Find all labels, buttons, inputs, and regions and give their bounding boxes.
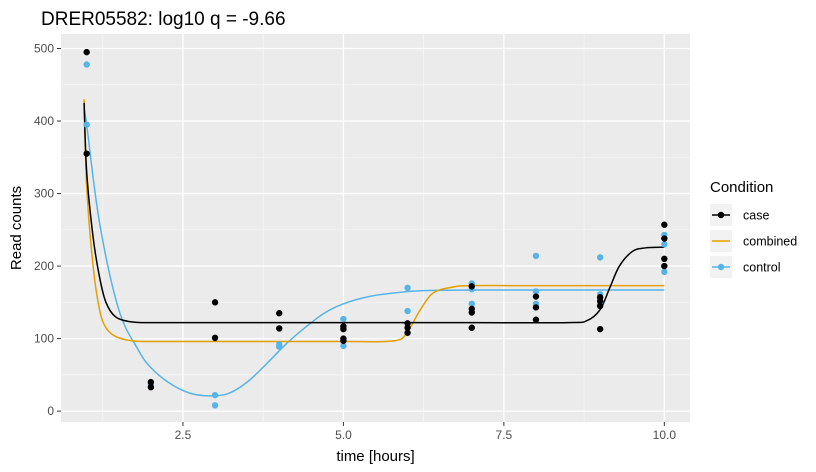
y-tick-label: 400 [34, 114, 54, 128]
point-case [276, 325, 283, 332]
point-control [276, 343, 283, 350]
x-tick-label: 7.5 [496, 428, 513, 442]
point-control [661, 268, 668, 276]
y-tick-label: 0 [47, 404, 54, 418]
point-control [211, 391, 219, 399]
point-control [340, 315, 347, 323]
point-case [83, 150, 90, 157]
y-tick-label: 300 [34, 187, 54, 201]
x-axis-title: time [hours] [336, 448, 414, 465]
y-tick-label: 500 [34, 42, 54, 56]
point-control [404, 307, 411, 315]
point-case [596, 302, 604, 310]
point-case [211, 299, 219, 306]
point-control [661, 241, 668, 248]
x-tick-label: 2.5 [175, 428, 192, 442]
curve-case [83, 102, 665, 324]
y-axis: 0 100 200 300 400 500 [34, 42, 61, 418]
x-tick-label: 10.0 [653, 428, 677, 442]
x-axis: 2.5 5.0 7.5 10.0 [175, 422, 677, 442]
x-tick-label: 5.0 [335, 428, 352, 442]
point-control [596, 254, 604, 261]
legend: Condition case combined control [710, 179, 797, 278]
point-control [468, 300, 475, 307]
legend-entries: case combined control [710, 204, 797, 278]
y-axis-title: Read counts [8, 186, 25, 270]
legend-key-point-control [717, 263, 725, 271]
point-control [404, 284, 411, 292]
point-case [661, 221, 668, 228]
grid-major [61, 34, 690, 422]
point-case [147, 383, 155, 391]
point-case [532, 316, 540, 323]
curve-control [83, 109, 665, 397]
point-case [468, 309, 475, 316]
legend-key-point-case [717, 211, 725, 219]
point-case [83, 48, 90, 56]
legend-label-combined: combined [743, 235, 797, 249]
legend-label-case: case [743, 209, 769, 223]
point-case [147, 378, 155, 386]
legend-title: Condition [710, 179, 773, 196]
data-points [83, 48, 668, 409]
y-tick-label: 100 [34, 332, 54, 346]
point-case [596, 297, 604, 305]
point-case [404, 324, 411, 331]
point-case [596, 325, 604, 333]
point-case [340, 325, 347, 333]
point-control [83, 61, 90, 68]
point-case [661, 255, 668, 263]
point-case [661, 235, 668, 242]
chart-title: DRER05582: log10 q = -9.66 [41, 9, 286, 30]
point-control [532, 252, 540, 260]
point-case [340, 337, 347, 344]
point-case [276, 310, 283, 317]
legend-label-control: control [743, 261, 781, 275]
point-control [211, 402, 219, 409]
point-case [532, 293, 540, 300]
point-control [532, 288, 540, 295]
point-control [83, 121, 90, 128]
point-case [404, 329, 411, 336]
y-tick-label: 200 [34, 259, 54, 273]
grid-minor [61, 34, 690, 422]
point-control [340, 342, 347, 350]
point-case [661, 262, 668, 270]
point-case [468, 283, 475, 290]
point-case [468, 324, 475, 331]
point-case [211, 334, 219, 342]
plot-panel [61, 34, 690, 422]
point-case [532, 304, 540, 311]
